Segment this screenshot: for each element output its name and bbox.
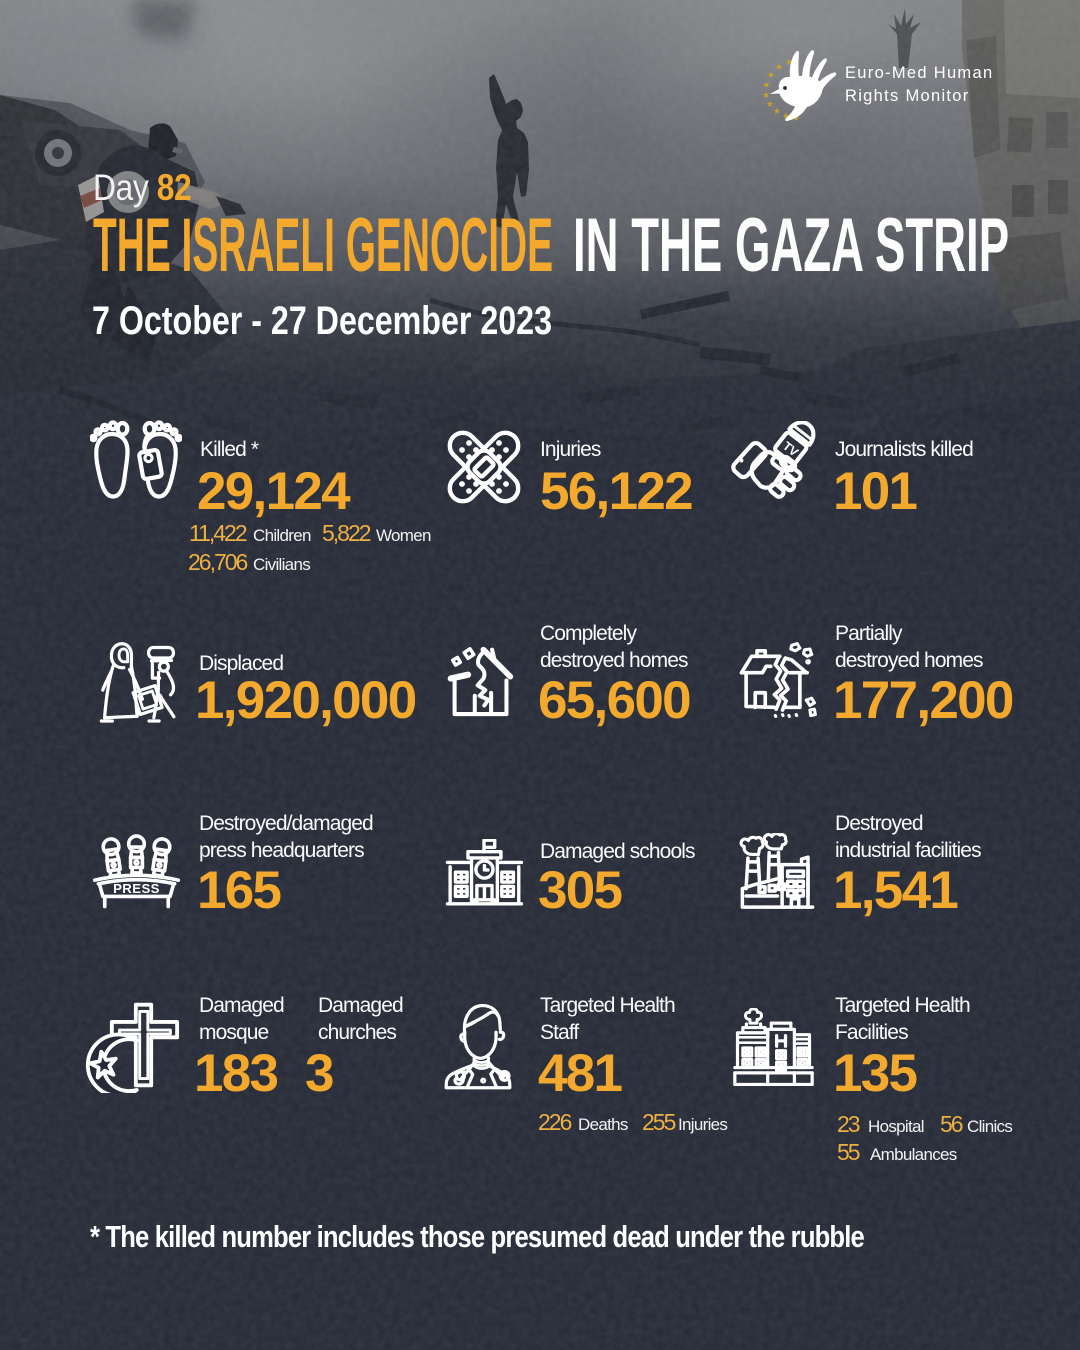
svg-text:PRESS: PRESS xyxy=(113,881,160,896)
